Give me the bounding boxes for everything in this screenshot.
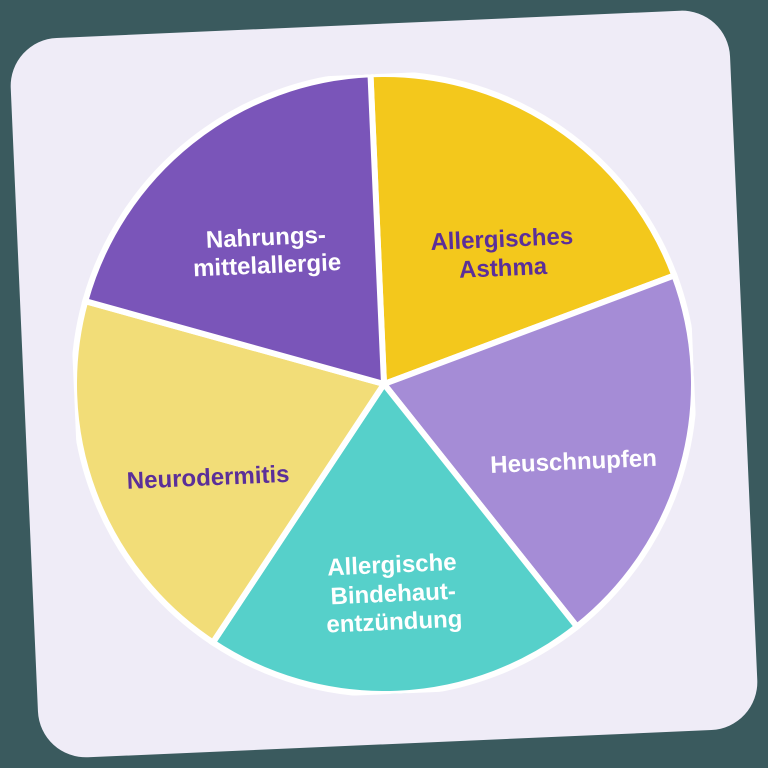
chart-card: Allergisches AsthmaHeuschnupfenAllergisc… [9, 9, 760, 760]
pie-chart: Allergisches AsthmaHeuschnupfenAllergisc… [61, 61, 707, 707]
slice-label: Allergisches Asthma [430, 223, 575, 287]
slice-label: Nahrungs- mittelallergie [191, 221, 341, 285]
slice-label: Allergische Bindehaut- entzündung [323, 548, 463, 640]
